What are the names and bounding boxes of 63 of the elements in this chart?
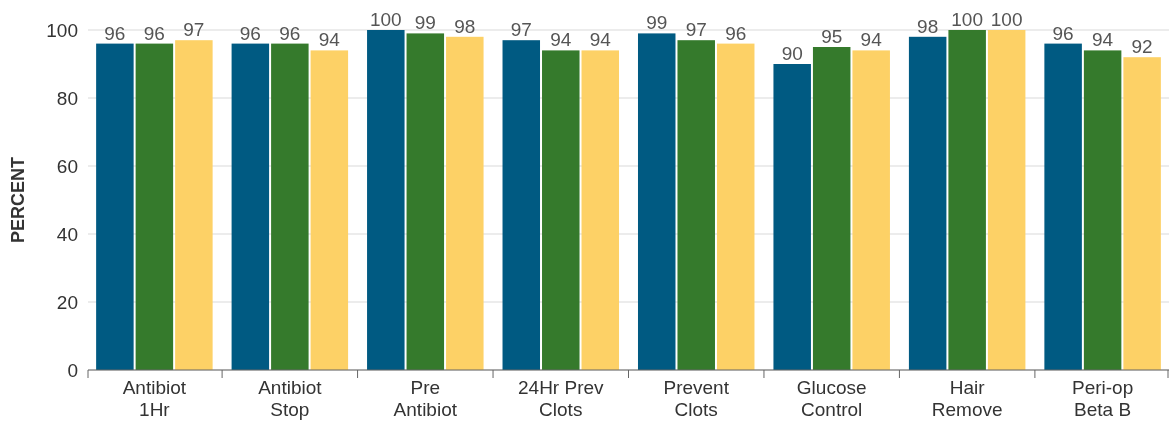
y-axis-title: PERCENT [8, 156, 28, 244]
y-tick-label: 20 [56, 291, 78, 313]
bar [406, 33, 445, 370]
y-tick-label: 0 [67, 359, 78, 381]
bar [773, 64, 811, 370]
bar [637, 33, 676, 370]
data-label: 94 [318, 29, 341, 51]
bar [1083, 50, 1122, 370]
x-tick-label: 24Hr Prev Clots [518, 377, 605, 420]
data-label: 94 [860, 29, 883, 51]
bar [948, 30, 986, 370]
data-label: 94 [1092, 29, 1114, 51]
data-label: 92 [1131, 36, 1153, 58]
x-tick-label: Hair Remove [931, 377, 1003, 420]
bar [716, 43, 755, 370]
data-label: 96 [1052, 22, 1074, 44]
x-tick-label: Peri-op Beta B [1072, 377, 1134, 420]
x-tick-label: Pre Antibiot [393, 377, 458, 420]
bar [310, 50, 349, 370]
y-tick-label: 100 [46, 19, 78, 41]
bar [1123, 57, 1161, 370]
bar [677, 40, 715, 370]
data-label: 90 [781, 43, 803, 64]
bar [1044, 43, 1082, 370]
bar [135, 43, 174, 370]
x-tick-label: Prevent Clots [663, 377, 730, 420]
y-tick-label: 80 [56, 87, 78, 109]
data-label: 96 [239, 22, 261, 44]
data-label: 100 [369, 9, 402, 30]
bar [581, 50, 620, 370]
bar [812, 47, 851, 370]
bar [852, 50, 890, 370]
data-label: 94 [589, 29, 612, 51]
data-label: 98 [454, 15, 476, 37]
data-label: 96 [279, 22, 301, 44]
data-label: 97 [685, 19, 707, 41]
bar [96, 43, 134, 370]
data-label: 97 [510, 19, 532, 41]
data-label: 96 [725, 22, 747, 44]
bar [231, 43, 270, 370]
bar [367, 30, 405, 370]
y-tick-label: 40 [56, 223, 78, 245]
bar [175, 40, 213, 370]
data-label: 100 [951, 9, 984, 30]
bar [542, 50, 580, 370]
bar [987, 30, 1026, 370]
y-tick-label: 60 [56, 155, 78, 177]
data-label: 99 [414, 12, 436, 34]
data-label: 98 [917, 15, 939, 37]
data-label: 99 [646, 12, 668, 34]
x-tick-label: Antibiot Stop [258, 377, 323, 420]
bar [271, 43, 309, 370]
bar [908, 36, 947, 370]
x-tick-label: Antibiot 1Hr [122, 377, 187, 420]
x-tick-label: Glucose Control [796, 377, 867, 420]
bar [502, 40, 541, 370]
data-label: 96 [143, 22, 165, 44]
bar [446, 36, 484, 370]
data-label: 97 [183, 19, 205, 41]
data-label: 95 [821, 26, 843, 47]
data-label: 100 [990, 9, 1023, 30]
data-label: 96 [104, 22, 126, 44]
data-label: 94 [550, 29, 572, 51]
